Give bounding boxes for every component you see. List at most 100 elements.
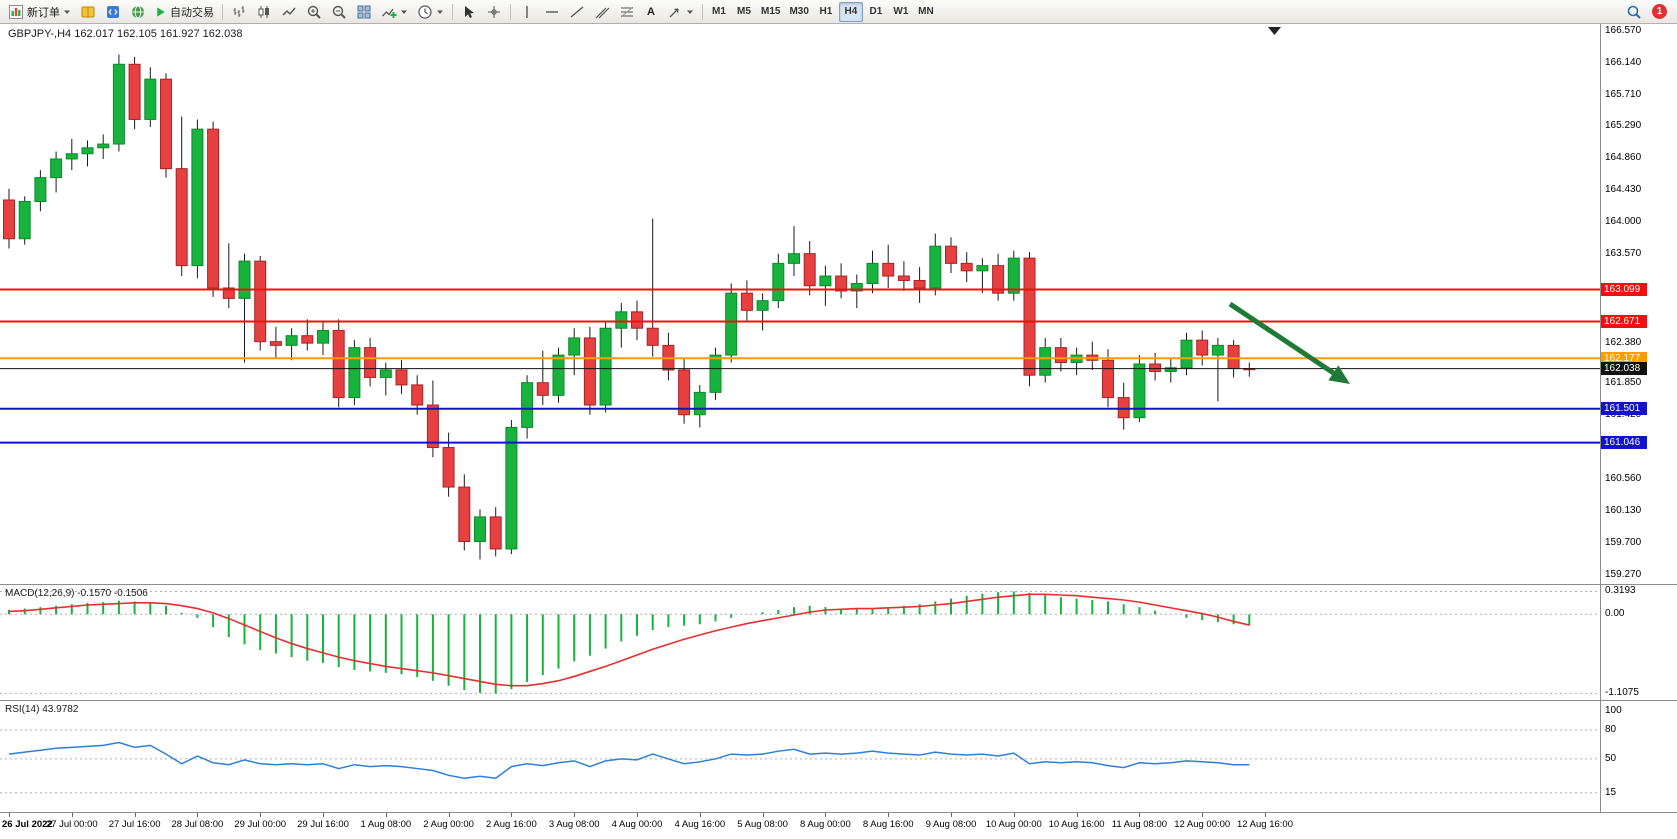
trend-arrow-head <box>1328 365 1350 384</box>
macd-tick: -1.1075 <box>1605 687 1639 699</box>
candlestick-chart-button[interactable] <box>252 2 276 22</box>
timeframe-m15-button[interactable]: M15 <box>761 6 781 17</box>
price-line-label: 163.099 <box>1601 283 1647 297</box>
price-tick: 159.270 <box>1605 569 1642 581</box>
time-tick <box>699 813 701 817</box>
timeframe-mn-button[interactable]: MN <box>918 6 934 17</box>
line-chart-button[interactable] <box>277 2 301 22</box>
auto-trading-button[interactable]: 自动交易 <box>151 2 218 22</box>
timeframe-h4-button[interactable]: H4 <box>838 1 863 22</box>
horizontal-line-tool-button[interactable] <box>540 2 564 22</box>
pane-separator[interactable] <box>0 700 1677 701</box>
price-scale[interactable]: 166.570 166.140 165.710 165.290 164.860 164.4… <box>1601 24 1677 584</box>
arrows-tool-button[interactable] <box>663 2 698 22</box>
search-button[interactable] <box>1622 2 1646 22</box>
rsi-chart[interactable] <box>0 701 1600 812</box>
charts-button[interactable] <box>76 2 100 22</box>
tile-windows-button[interactable] <box>352 2 376 22</box>
text-tool-button[interactable]: A <box>640 2 662 22</box>
crosshair-button[interactable] <box>482 2 506 22</box>
time-label: 28 Jul 08:00 <box>171 819 224 830</box>
editor-icon <box>107 5 119 18</box>
search-icon <box>1627 5 1641 19</box>
new-order-label: 新订单 <box>27 6 60 19</box>
rsi-line <box>8 741 1250 779</box>
price-line-label: 161.046 <box>1601 436 1647 450</box>
time-tick <box>260 813 262 817</box>
play-icon <box>157 7 165 16</box>
price-tick: 164.430 <box>1605 184 1642 196</box>
cursor-button[interactable] <box>457 2 481 22</box>
timeframe-m1-button[interactable]: M1 <box>712 6 726 17</box>
trendline-tool-button[interactable] <box>565 2 589 22</box>
macd-chart[interactable] <box>0 585 1600 700</box>
add-indicator-icon <box>382 8 397 18</box>
channel-tool-button[interactable] <box>590 2 614 22</box>
bar-chart-button[interactable] <box>227 2 251 22</box>
time-tick <box>323 813 324 817</box>
book-icon <box>81 6 95 17</box>
vertical-line-icon <box>526 5 528 18</box>
vertical-line-tool-button[interactable] <box>515 2 539 22</box>
time-tick <box>825 813 827 817</box>
fibonacci-tool-button[interactable] <box>615 2 639 22</box>
arrow-tool-icon <box>669 7 679 17</box>
rsi-scale[interactable]: 100 80 50 15 <box>1601 701 1677 812</box>
time-tick <box>9 813 10 817</box>
macd-scale[interactable]: 0.3193 0.00 -1.1075 <box>1601 585 1677 700</box>
chart-title: GBPJPY-,H4 162.017 162.105 161.927 162.0… <box>8 28 243 40</box>
timeframe-m30-button[interactable]: M30 <box>789 6 809 17</box>
price-tick: 159.700 <box>1605 536 1642 548</box>
toolbar-separator <box>510 3 511 20</box>
timeframe-d1-button[interactable]: D1 <box>869 6 883 17</box>
price-tick: 160.130 <box>1605 504 1642 516</box>
timeframe-h1-button[interactable]: H1 <box>819 6 833 17</box>
time-label: 11 Aug 08:00 <box>1111 819 1168 830</box>
time-tick <box>71 813 73 817</box>
zoom-in-icon <box>307 5 321 19</box>
toolbar: 新订单 自动交易 <box>0 0 1677 24</box>
crosshair-icon <box>488 5 500 18</box>
notification-badge[interactable]: 1 <box>1652 4 1667 19</box>
time-tick <box>951 813 952 817</box>
timeframe-group: M1 M5 M15 M30 H1 H4 D1 W1 MN <box>707 1 938 22</box>
macd-tick: 0.3193 <box>1605 585 1636 597</box>
chevron-down-icon <box>401 10 407 14</box>
time-label: 10 Aug 00:00 <box>985 819 1042 830</box>
price-chart[interactable] <box>0 24 1600 584</box>
time-label: 27 Jul 16:00 <box>108 819 161 830</box>
metaeditor-button[interactable] <box>101 2 125 22</box>
macd-tick: 0.00 <box>1605 608 1625 620</box>
channel-icon <box>595 7 610 18</box>
zoom-in-button[interactable] <box>302 2 326 22</box>
indicators-button[interactable] <box>377 2 412 22</box>
time-scale[interactable]: 26 Jul 2022 27 Jul 00:00 27 Jul 16:00 28 Ju… <box>0 813 1677 839</box>
community-button[interactable] <box>126 2 150 22</box>
zoom-out-icon <box>332 5 346 19</box>
time-tick <box>511 813 513 817</box>
new-order-icon <box>9 4 23 19</box>
rsi-tick: 80 <box>1605 723 1617 735</box>
timeframe-m5-button[interactable]: M5 <box>737 6 751 17</box>
time-tick <box>1076 813 1078 817</box>
chevron-down-icon <box>64 10 70 14</box>
macd-indicator-label: MACD(12,26,9) -0.1570 -0.1506 <box>5 588 148 599</box>
trend-arrow-annotation[interactable] <box>1228 301 1335 375</box>
timeframe-w1-button[interactable]: W1 <box>893 6 909 17</box>
time-label: 10 Aug 16:00 <box>1048 819 1105 830</box>
zoom-out-button[interactable] <box>327 2 351 22</box>
tile-windows-icon <box>357 5 371 18</box>
horizontal-line-icon <box>546 10 558 13</box>
cursor-icon <box>465 5 474 18</box>
time-label: 4 Aug 16:00 <box>674 819 726 830</box>
fibonacci-icon <box>620 6 634 17</box>
pane-separator[interactable] <box>0 584 1677 585</box>
time-tick <box>1139 813 1141 817</box>
new-order-button[interactable]: 新订单 <box>4 2 75 22</box>
periods-button[interactable] <box>413 2 448 22</box>
time-label: 8 Aug 16:00 <box>862 819 914 830</box>
chart-shift-marker[interactable] <box>1268 27 1281 35</box>
price-line-label: 162.671 <box>1601 314 1647 328</box>
text-tool-label: A <box>647 5 655 18</box>
time-tick <box>637 813 638 817</box>
